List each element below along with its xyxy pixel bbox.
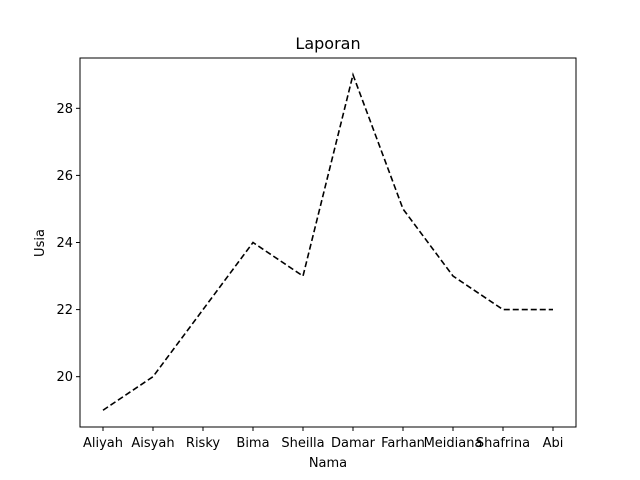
y-axis: 20 22 24 26 28 [56,102,80,385]
x-tick-label: Meidiana [424,436,483,451]
y-tick-label: 24 [56,236,73,251]
x-tick-label: Damar [331,436,376,451]
chart-title: Laporan [295,34,360,53]
x-axis: Aliyah Aisyah Risky Bima Sheilla Damar FarhanM… [83,427,563,451]
y-axis-label: Usia [33,229,48,257]
x-tick-label: Aliyah [83,436,123,451]
x-tick-label: Farhan [381,436,425,451]
x-tick-label: Shafrina [476,436,530,451]
x-axis-label: Nama [309,456,347,471]
x-tick-label: Abi [543,436,564,451]
x-tick-label: Risky [186,436,220,451]
y-tick-label: 26 [56,169,73,184]
x-tick-label: Bima [236,436,269,451]
y-tick-label: 20 [56,370,73,385]
plot-area [79,57,577,428]
x-tick-label: Aisyah [131,436,174,451]
y-tick-label: 22 [56,303,73,318]
y-tick-label: 28 [56,102,73,117]
series-line [102,72,553,411]
x-tick-label: Sheilla [281,436,324,451]
